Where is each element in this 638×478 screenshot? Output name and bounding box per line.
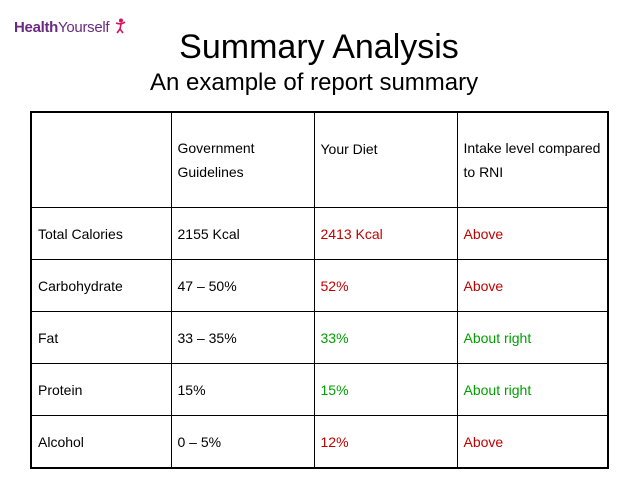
header-cell-empty	[30, 111, 172, 208]
summary-table: Government Guidelines Your Diet Intake l…	[30, 111, 609, 469]
level-cell: Above	[456, 207, 609, 260]
guideline-cell: 0 – 5%	[170, 415, 315, 469]
nutrient-cell: Fat	[30, 311, 172, 364]
diet-cell: 2413 Kcal	[313, 207, 458, 260]
table-row: Total Calories 2155 Kcal 2413 Kcal Above	[30, 207, 609, 260]
diet-cell: 12%	[313, 415, 458, 469]
diet-cell: 15%	[313, 363, 458, 416]
level-cell: Above	[456, 259, 609, 312]
table-header-row: Government Guidelines Your Diet Intake l…	[30, 111, 609, 208]
guideline-cell: 33 – 35%	[170, 311, 315, 364]
nutrient-cell: Total Calories	[30, 207, 172, 260]
header-your-diet: Your Diet	[313, 111, 458, 208]
level-cell: Above	[456, 415, 609, 469]
logo: HealthYourself	[14, 18, 126, 38]
table-row: Fat 33 – 35% 33% About right	[30, 311, 609, 364]
table-body: Total Calories 2155 Kcal 2413 Kcal Above…	[30, 207, 609, 469]
table-row: Alcohol 0 – 5% 12% Above	[30, 415, 609, 469]
level-cell: About right	[456, 311, 609, 364]
table-row: Carbohydrate 47 – 50% 52% Above	[30, 259, 609, 312]
person-figure-icon	[114, 18, 126, 38]
guideline-cell: 15%	[170, 363, 315, 416]
nutrient-cell: Alcohol	[30, 415, 172, 469]
level-cell: About right	[456, 363, 609, 416]
header-intake-level: Intake level compared to RNI	[456, 111, 609, 208]
nutrient-cell: Protein	[30, 363, 172, 416]
header-government-guidelines: Government Guidelines	[170, 111, 315, 208]
diet-cell: 52%	[313, 259, 458, 312]
logo-text-yourself: Yourself	[58, 19, 110, 36]
guideline-cell: 2155 Kcal	[170, 207, 315, 260]
diet-cell: 33%	[313, 311, 458, 364]
table-row: Protein 15% 15% About right	[30, 363, 609, 416]
page-title: Summary Analysis	[179, 28, 459, 66]
logo-text-health: Health	[14, 19, 59, 36]
guideline-cell: 47 – 50%	[170, 259, 315, 312]
page-subtitle: An example of report summary	[150, 69, 479, 96]
nutrient-cell: Carbohydrate	[30, 259, 172, 312]
